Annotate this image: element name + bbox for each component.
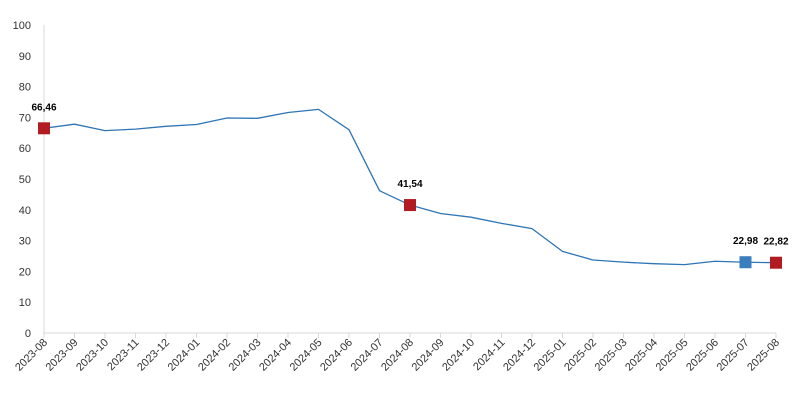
x-tick-label: 2023-09 xyxy=(44,337,81,374)
x-tick-label: 2024-06 xyxy=(318,337,355,374)
data-label: 22,82 xyxy=(763,237,788,248)
data-marker xyxy=(739,256,752,269)
data-marker xyxy=(404,199,416,212)
x-tick-label: 2024-10 xyxy=(440,337,477,374)
x-tick-label: 2023-08 xyxy=(13,337,50,374)
y-tick-label: 0 xyxy=(25,328,31,340)
x-tick-label: 2024-02 xyxy=(196,337,233,374)
y-axis: 0 10 20 30 40 50 60 70 80 90 100 xyxy=(13,20,45,340)
data-marker xyxy=(770,256,782,269)
y-tick-label: 10 xyxy=(19,297,31,309)
marker-group: 66,46 41,54 22,98 22,82 xyxy=(31,102,789,269)
y-tick-label: 60 xyxy=(19,143,31,155)
y-tick-label: 40 xyxy=(19,205,31,217)
y-tick-label: 20 xyxy=(19,266,31,278)
x-tick-label: 2025-04 xyxy=(623,337,660,374)
y-tick-label: 100 xyxy=(13,20,31,32)
x-tick-label: 2025-07 xyxy=(715,337,752,374)
y-tick-label: 80 xyxy=(19,82,31,94)
data-marker xyxy=(38,122,50,135)
data-label: 22,98 xyxy=(733,236,758,247)
x-tick-label: 2025-02 xyxy=(562,337,599,374)
data-label: 66,46 xyxy=(31,102,56,113)
x-axis: 2023-082023-092023-102023-112023-122024-… xyxy=(13,332,782,374)
x-tick-label: 2024-03 xyxy=(227,337,264,374)
x-tick-label: 2023-10 xyxy=(74,337,111,374)
x-tick-label: 2025-08 xyxy=(745,337,782,374)
x-tick-label: 2025-01 xyxy=(532,337,569,374)
x-tick-label: 2025-05 xyxy=(654,337,691,374)
x-tick-label: 2025-06 xyxy=(684,337,721,374)
x-tick-label: 2024-04 xyxy=(257,337,294,374)
x-tick-label: 2024-09 xyxy=(410,337,447,374)
x-tick-label: 2024-12 xyxy=(501,337,538,374)
x-tick-label: 2023-12 xyxy=(135,337,172,374)
y-tick-label: 70 xyxy=(19,112,31,124)
x-tick-label: 2024-07 xyxy=(349,337,386,374)
y-tick-label: 30 xyxy=(19,236,31,248)
data-label: 41,54 xyxy=(397,179,422,190)
y-tick-label: 90 xyxy=(19,51,31,63)
x-tick-label: 2024-08 xyxy=(379,337,416,374)
x-tick-label: 2024-05 xyxy=(288,337,325,374)
y-tick-label: 50 xyxy=(19,174,31,186)
x-tick-label: 2025-03 xyxy=(593,337,630,374)
x-tick-label: 2024-01 xyxy=(166,337,203,374)
